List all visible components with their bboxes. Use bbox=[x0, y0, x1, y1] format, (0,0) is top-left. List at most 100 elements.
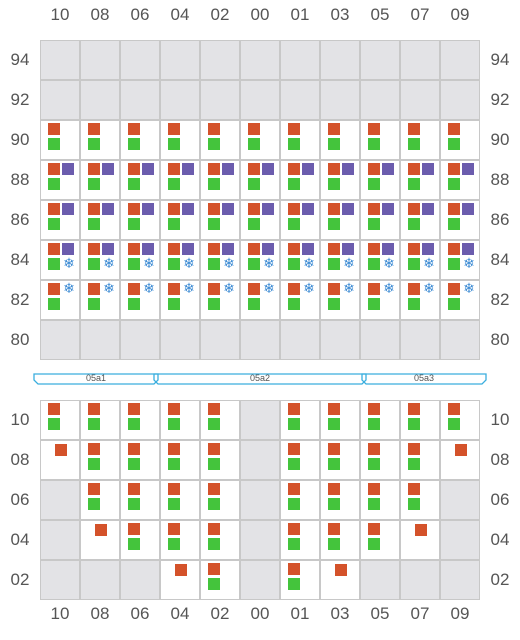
slot-cell bbox=[121, 401, 159, 439]
green-marker bbox=[48, 218, 60, 230]
slot-cell bbox=[361, 441, 399, 479]
slot-cell bbox=[161, 161, 199, 199]
orange-marker bbox=[368, 483, 380, 495]
slot-cell bbox=[241, 161, 279, 199]
orange-marker bbox=[328, 163, 340, 175]
slot-cell bbox=[401, 481, 439, 519]
slot-cell: ❄ bbox=[321, 241, 359, 279]
slot-cell bbox=[121, 161, 159, 199]
orange-marker bbox=[88, 123, 100, 135]
slot-cell bbox=[241, 121, 279, 159]
green-marker bbox=[88, 498, 100, 510]
orange-marker bbox=[95, 524, 107, 536]
slot-cell: ❄ bbox=[281, 281, 319, 319]
slot-cell bbox=[281, 401, 319, 439]
slot-cell bbox=[441, 121, 479, 159]
slot-cell bbox=[321, 561, 359, 599]
orange-marker bbox=[128, 123, 140, 135]
blocked-slot bbox=[81, 41, 119, 79]
orange-marker bbox=[248, 283, 260, 295]
column-label: 06 bbox=[130, 604, 150, 623]
orange-marker bbox=[168, 283, 180, 295]
orange-marker bbox=[248, 203, 260, 215]
slot-cell bbox=[321, 481, 359, 519]
green-marker bbox=[248, 298, 260, 310]
slot-cell bbox=[401, 121, 439, 159]
column-label: 08 bbox=[90, 604, 110, 623]
orange-marker bbox=[48, 123, 60, 135]
row-label: 08 bbox=[490, 450, 510, 469]
row-label: 06 bbox=[490, 490, 510, 509]
purple-marker bbox=[62, 163, 74, 175]
slot-cell bbox=[241, 201, 279, 239]
green-marker bbox=[408, 218, 420, 230]
orange-marker bbox=[448, 403, 460, 415]
green-marker bbox=[408, 498, 420, 510]
slot-cell bbox=[321, 441, 359, 479]
slot-cell bbox=[201, 401, 239, 439]
slot-cell bbox=[121, 521, 159, 559]
orange-marker bbox=[408, 283, 420, 295]
slot-cell bbox=[281, 201, 319, 239]
orange-marker bbox=[128, 163, 140, 175]
orange-marker bbox=[248, 163, 260, 175]
orange-marker bbox=[368, 123, 380, 135]
snowflake-icon: ❄ bbox=[143, 281, 155, 297]
snowflake-icon: ❄ bbox=[223, 281, 235, 297]
purple-marker bbox=[302, 163, 314, 175]
row-label: 84 bbox=[10, 250, 30, 269]
orange-marker bbox=[368, 163, 380, 175]
orange-marker bbox=[88, 483, 100, 495]
column-label: 04 bbox=[170, 5, 190, 24]
slot-cell bbox=[441, 161, 479, 199]
green-marker bbox=[208, 578, 220, 590]
green-marker bbox=[288, 498, 300, 510]
snowflake-icon: ❄ bbox=[263, 256, 275, 272]
blocked-slot bbox=[441, 481, 479, 519]
green-marker bbox=[448, 258, 460, 270]
blocked-slot bbox=[441, 321, 479, 359]
green-marker bbox=[208, 178, 220, 190]
slot-cell: ❄ bbox=[401, 241, 439, 279]
green-marker bbox=[368, 218, 380, 230]
slot-cell bbox=[201, 201, 239, 239]
green-marker bbox=[328, 178, 340, 190]
slot-cell bbox=[161, 401, 199, 439]
green-marker bbox=[448, 178, 460, 190]
snowflake-icon: ❄ bbox=[383, 281, 395, 297]
row-label: 92 bbox=[490, 90, 510, 109]
blocked-slot bbox=[81, 561, 119, 599]
slot-cell: ❄ bbox=[401, 281, 439, 319]
orange-marker bbox=[168, 203, 180, 215]
blocked-slot bbox=[241, 521, 279, 559]
blocked-slot bbox=[441, 41, 479, 79]
slot-cell bbox=[441, 201, 479, 239]
column-label: 01 bbox=[290, 5, 310, 24]
purple-marker bbox=[342, 163, 354, 175]
green-marker bbox=[408, 258, 420, 270]
green-marker bbox=[448, 418, 460, 430]
slot-cell bbox=[441, 441, 479, 479]
column-label: 08 bbox=[90, 5, 110, 24]
purple-marker bbox=[342, 203, 354, 215]
orange-marker bbox=[208, 123, 220, 135]
row-label: 94 bbox=[490, 50, 510, 69]
blocked-slot bbox=[361, 41, 399, 79]
orange-marker bbox=[248, 243, 260, 255]
row-label: 88 bbox=[490, 170, 510, 189]
green-marker bbox=[208, 538, 220, 550]
snowflake-icon: ❄ bbox=[103, 281, 115, 297]
purple-marker bbox=[62, 243, 74, 255]
blocked-slot bbox=[441, 561, 479, 599]
slot-cell bbox=[121, 121, 159, 159]
orange-marker bbox=[88, 243, 100, 255]
row-label: 10 bbox=[490, 410, 510, 429]
green-marker bbox=[208, 418, 220, 430]
green-marker bbox=[448, 138, 460, 150]
orange-marker bbox=[88, 403, 100, 415]
orange-marker bbox=[368, 283, 380, 295]
slot-cell bbox=[281, 521, 319, 559]
green-marker bbox=[368, 258, 380, 270]
green-marker bbox=[328, 138, 340, 150]
orange-marker bbox=[328, 443, 340, 455]
